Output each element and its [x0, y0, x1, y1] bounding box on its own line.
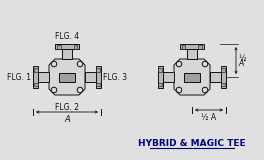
Text: FLG. 3: FLG. 3 [103, 72, 127, 81]
Bar [85, 72, 96, 82]
Text: FLG. 1: FLG. 1 [7, 72, 31, 81]
Polygon shape [49, 59, 85, 95]
Text: HYBRID & MAGIC TEE: HYBRID & MAGIC TEE [138, 139, 246, 148]
Bar [184, 72, 200, 81]
Bar [34, 68, 37, 72]
Bar [62, 49, 72, 59]
Bar [221, 68, 225, 72]
Bar [73, 44, 77, 48]
Bar [158, 68, 163, 72]
Bar [182, 44, 186, 48]
Bar [96, 66, 101, 88]
Bar [59, 72, 75, 81]
Bar [187, 49, 197, 59]
Text: FLG. 2: FLG. 2 [55, 103, 79, 112]
Text: ½ A: ½ A [201, 113, 216, 122]
Bar [55, 44, 79, 49]
Text: FLG. 4: FLG. 4 [55, 32, 79, 41]
Bar [221, 66, 226, 88]
Bar [34, 83, 37, 86]
Bar [210, 72, 221, 82]
Bar [199, 44, 202, 48]
Polygon shape [174, 59, 210, 95]
Bar [158, 66, 163, 88]
Bar [57, 44, 60, 48]
Bar [38, 72, 49, 82]
Text: ½: ½ [238, 54, 246, 63]
Bar [97, 68, 101, 72]
Bar [33, 66, 38, 88]
Text: A: A [64, 115, 70, 124]
Bar [180, 44, 204, 49]
Text: A: A [238, 59, 243, 68]
Bar [221, 83, 225, 86]
Bar [158, 83, 163, 86]
Bar [97, 83, 101, 86]
Bar [163, 72, 174, 82]
